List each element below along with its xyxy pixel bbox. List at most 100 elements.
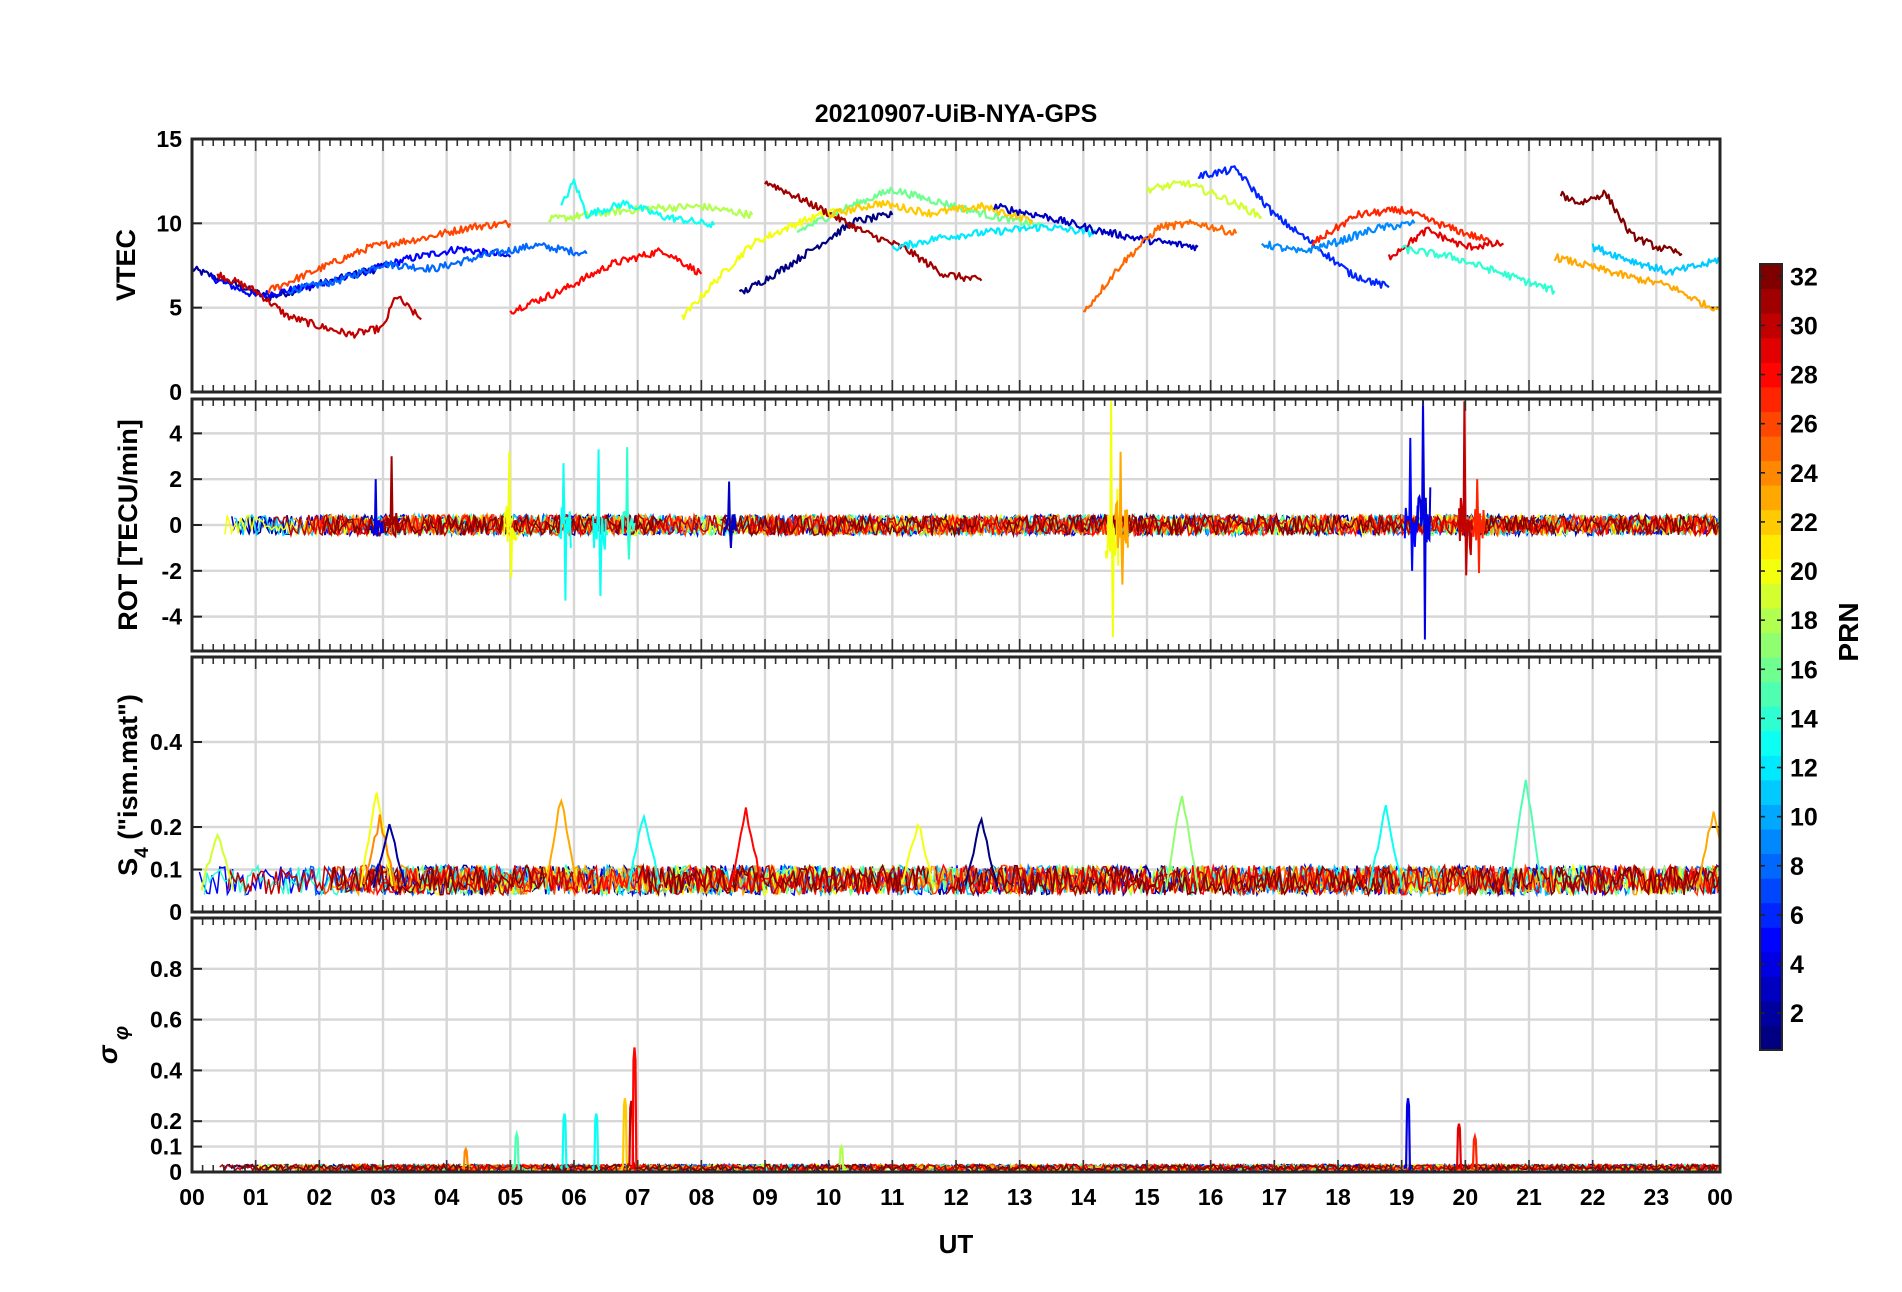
sigma-peak	[559, 1113, 570, 1171]
x-tick-label: 02	[307, 1184, 333, 1210]
sigma-peak	[1403, 1098, 1413, 1172]
vtec-series-line	[1082, 219, 1238, 313]
noise-series-line	[414, 864, 724, 897]
sigma-phi-panel: 00.10.2 0.4 0.6 0.8 σ φ	[92, 916, 1722, 1185]
rot-spike	[620, 447, 636, 560]
s4-peak	[729, 807, 763, 891]
rot-spike	[592, 449, 607, 597]
rot-spike	[722, 481, 738, 548]
x-tick-label: 04	[434, 1184, 460, 1210]
colorbar-swatch	[1760, 362, 1782, 388]
colorbar-tick-label: 32	[1790, 263, 1818, 291]
noise-series-line	[953, 1162, 1393, 1172]
vtec-series-line	[1261, 219, 1416, 254]
y-tick-label: 0.1	[150, 1134, 182, 1160]
noise-series-line	[541, 1162, 917, 1172]
vtec-series-line	[509, 247, 703, 315]
s4-peak	[362, 814, 397, 890]
x-tick-label: 00	[179, 1184, 205, 1210]
vtec-panel: 0 5 10 15 VTEC	[111, 126, 1722, 405]
y-tick-label: 0.1	[150, 857, 182, 883]
noise-lines	[198, 862, 1720, 898]
vtec-series-line	[1559, 189, 1683, 257]
x-tick-label: 19	[1389, 1184, 1415, 1210]
y-tick-label: 0	[169, 899, 182, 925]
colorbar-swatch	[1760, 558, 1782, 584]
x-tick-label: 13	[1007, 1184, 1033, 1210]
noise-series-line	[1557, 863, 1719, 897]
x-axis-label: UT	[939, 1229, 974, 1259]
x-tick-label: 15	[1134, 1184, 1160, 1210]
x-tick-label: 21	[1516, 1184, 1542, 1210]
vtec-series-line	[827, 199, 1034, 225]
vtec-series-line	[738, 210, 894, 295]
colorbar-swatch	[1760, 435, 1782, 462]
x-tick-label: 11	[880, 1184, 905, 1210]
colorbar-swatch	[1760, 607, 1782, 634]
s4-peak	[1508, 779, 1543, 890]
colorbar-swatch	[1760, 583, 1782, 609]
y-tick-label: 0	[169, 512, 182, 538]
y-tick-label: 4	[169, 420, 182, 446]
axes-box	[190, 137, 1722, 394]
x-tick-label: 10	[816, 1184, 842, 1210]
colorbar-swatch	[1760, 288, 1782, 314]
x-tick-label: 22	[1580, 1184, 1606, 1210]
noise-series-line	[720, 513, 978, 538]
rot-spike	[1104, 401, 1120, 638]
vtec-series-line	[764, 180, 983, 282]
rot-panel: -4 -2 0 2 4 ROT [TECU/min]	[113, 397, 1722, 653]
sigma-peak	[591, 1113, 601, 1172]
noise-series-line	[330, 863, 546, 896]
noise-series-line	[666, 863, 905, 896]
s4-peak	[1368, 804, 1403, 889]
colorbar-swatch	[1760, 411, 1782, 437]
vtec-series-line	[267, 219, 512, 294]
colorbar-swatch	[1760, 485, 1782, 511]
colorbar-swatch	[1760, 828, 1782, 855]
rot-spike	[369, 479, 384, 537]
x-tick-label: 17	[1262, 1184, 1288, 1210]
y-tick-label: 2	[169, 466, 182, 492]
y-tick-label: 10	[156, 210, 182, 236]
noise-series-line	[1483, 513, 1720, 536]
colorbar-swatch	[1760, 755, 1782, 781]
rot-spike	[1416, 399, 1432, 640]
noise-series-line	[635, 862, 932, 898]
s4-peak	[1696, 811, 1720, 889]
rot-spike	[557, 463, 572, 601]
colorbar-tick-label: 10	[1790, 804, 1818, 832]
noise-lines	[224, 511, 1720, 539]
y-tick-label: 0.4	[150, 1057, 182, 1083]
colorbar-tick-label: 30	[1790, 312, 1818, 340]
vtec-series-line	[681, 207, 843, 321]
vtec-series-line	[1197, 165, 1390, 289]
rot-spike	[1458, 401, 1473, 576]
axes-box	[190, 655, 1722, 914]
s4-peaks	[200, 779, 1720, 891]
x-tick-label: 01	[243, 1184, 269, 1210]
x-tick-label: 12	[943, 1184, 969, 1210]
colorbar-tick-label: 18	[1790, 607, 1818, 635]
colorbar-tick-label: 14	[1790, 705, 1818, 733]
colorbar-tick-label: 6	[1790, 902, 1804, 930]
s4-peak	[544, 797, 579, 890]
colorbar-swatch	[1760, 951, 1782, 977]
rot-spike	[503, 451, 518, 578]
x-tick-label: 16	[1198, 1184, 1224, 1210]
y-tick-label: 0.2	[150, 1108, 182, 1134]
x-tick-label: 07	[625, 1184, 651, 1210]
vtec-series-line	[1311, 205, 1492, 247]
noise-series-line	[1447, 1162, 1718, 1172]
y-tick-label: 0.4	[150, 729, 182, 755]
sigma-peak	[626, 1100, 637, 1170]
sigma-peak	[1470, 1132, 1479, 1171]
colorbar-swatch	[1760, 730, 1782, 756]
noise-series-line	[1001, 512, 1420, 539]
vtec-series-line	[1591, 243, 1720, 276]
colorbar-swatch	[1760, 657, 1782, 683]
colorbar-tick-label: 12	[1790, 755, 1818, 783]
colorbar-swatch	[1760, 976, 1782, 1002]
noise-series-line	[1014, 1162, 1384, 1172]
